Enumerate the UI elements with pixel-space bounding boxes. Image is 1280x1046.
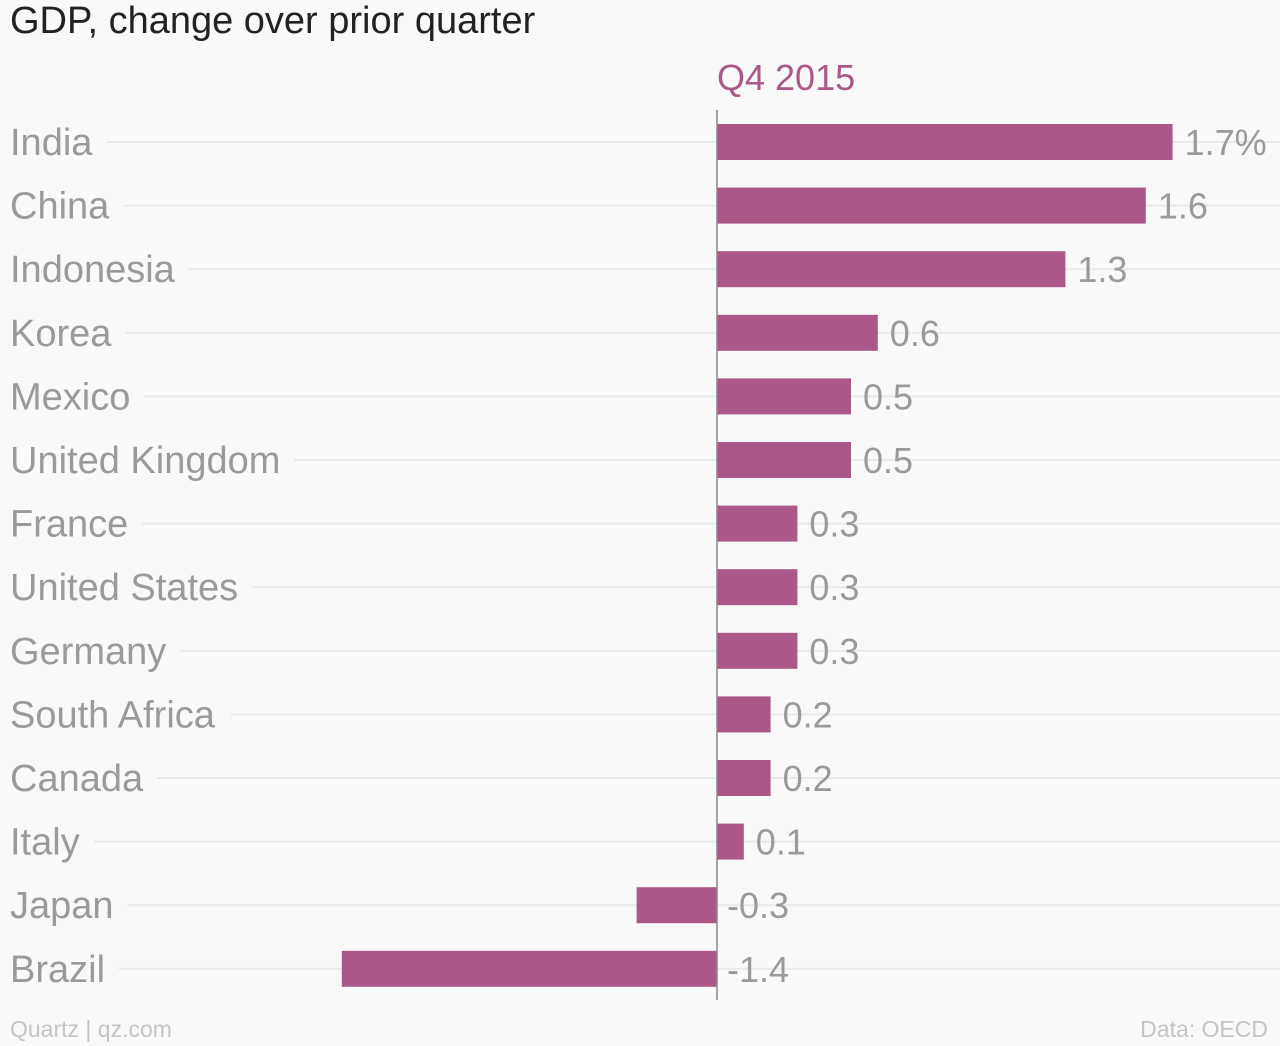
category-label: Canada (10, 758, 144, 800)
value-label: 0.6 (890, 313, 940, 354)
bar (717, 696, 771, 733)
chart-title: GDP, change over prior quarter (10, 0, 536, 42)
value-label: 0.3 (809, 504, 859, 545)
value-label: -1.4 (727, 949, 789, 990)
category-label: Germany (10, 631, 166, 673)
category-label: Mexico (10, 376, 130, 418)
bar (717, 505, 798, 542)
bar (341, 950, 717, 987)
category-label: Japan (10, 885, 114, 927)
bar (717, 569, 798, 606)
bars (341, 110, 1173, 1000)
value-label: 0.2 (783, 694, 833, 735)
category-label: Indonesia (10, 249, 176, 291)
value-label: 1.3 (1077, 249, 1127, 290)
category-label: South Africa (10, 694, 216, 736)
category-label: Brazil (10, 949, 105, 991)
value-label: 0.3 (809, 567, 859, 608)
value-label: 0.3 (809, 631, 859, 672)
category-label: India (10, 122, 93, 164)
value-label: -0.3 (727, 885, 789, 926)
category-label: United Kingdom (10, 440, 280, 482)
bar (717, 251, 1066, 288)
value-label: 0.5 (863, 440, 913, 481)
series-label: Q4 2015 (717, 57, 855, 98)
category-label: China (10, 186, 110, 228)
value-label: 0.1 (756, 822, 806, 863)
footer-credit: Quartz | qz.com (10, 1016, 172, 1042)
labels: Q4 2015 India 1.7% China 1.6 Indonesia 1.3 Kore… (10, 57, 1267, 991)
category-label: Korea (10, 313, 112, 355)
value-label: 1.7% (1185, 122, 1267, 163)
bar (717, 760, 771, 796)
bar (717, 378, 851, 415)
bar (636, 887, 717, 924)
value-label: 0.5 (863, 376, 913, 417)
bar (717, 632, 798, 669)
footer-source: Data: OECD (1140, 1016, 1268, 1042)
bar (717, 314, 878, 351)
bar (717, 187, 1146, 224)
category-label: France (10, 504, 128, 546)
category-label: Italy (10, 822, 80, 864)
bar (717, 823, 744, 860)
bar (717, 442, 851, 478)
value-label: 1.6 (1158, 186, 1208, 227)
category-label: United States (10, 567, 238, 609)
bar (717, 124, 1173, 160)
value-label: 0.2 (783, 758, 833, 799)
